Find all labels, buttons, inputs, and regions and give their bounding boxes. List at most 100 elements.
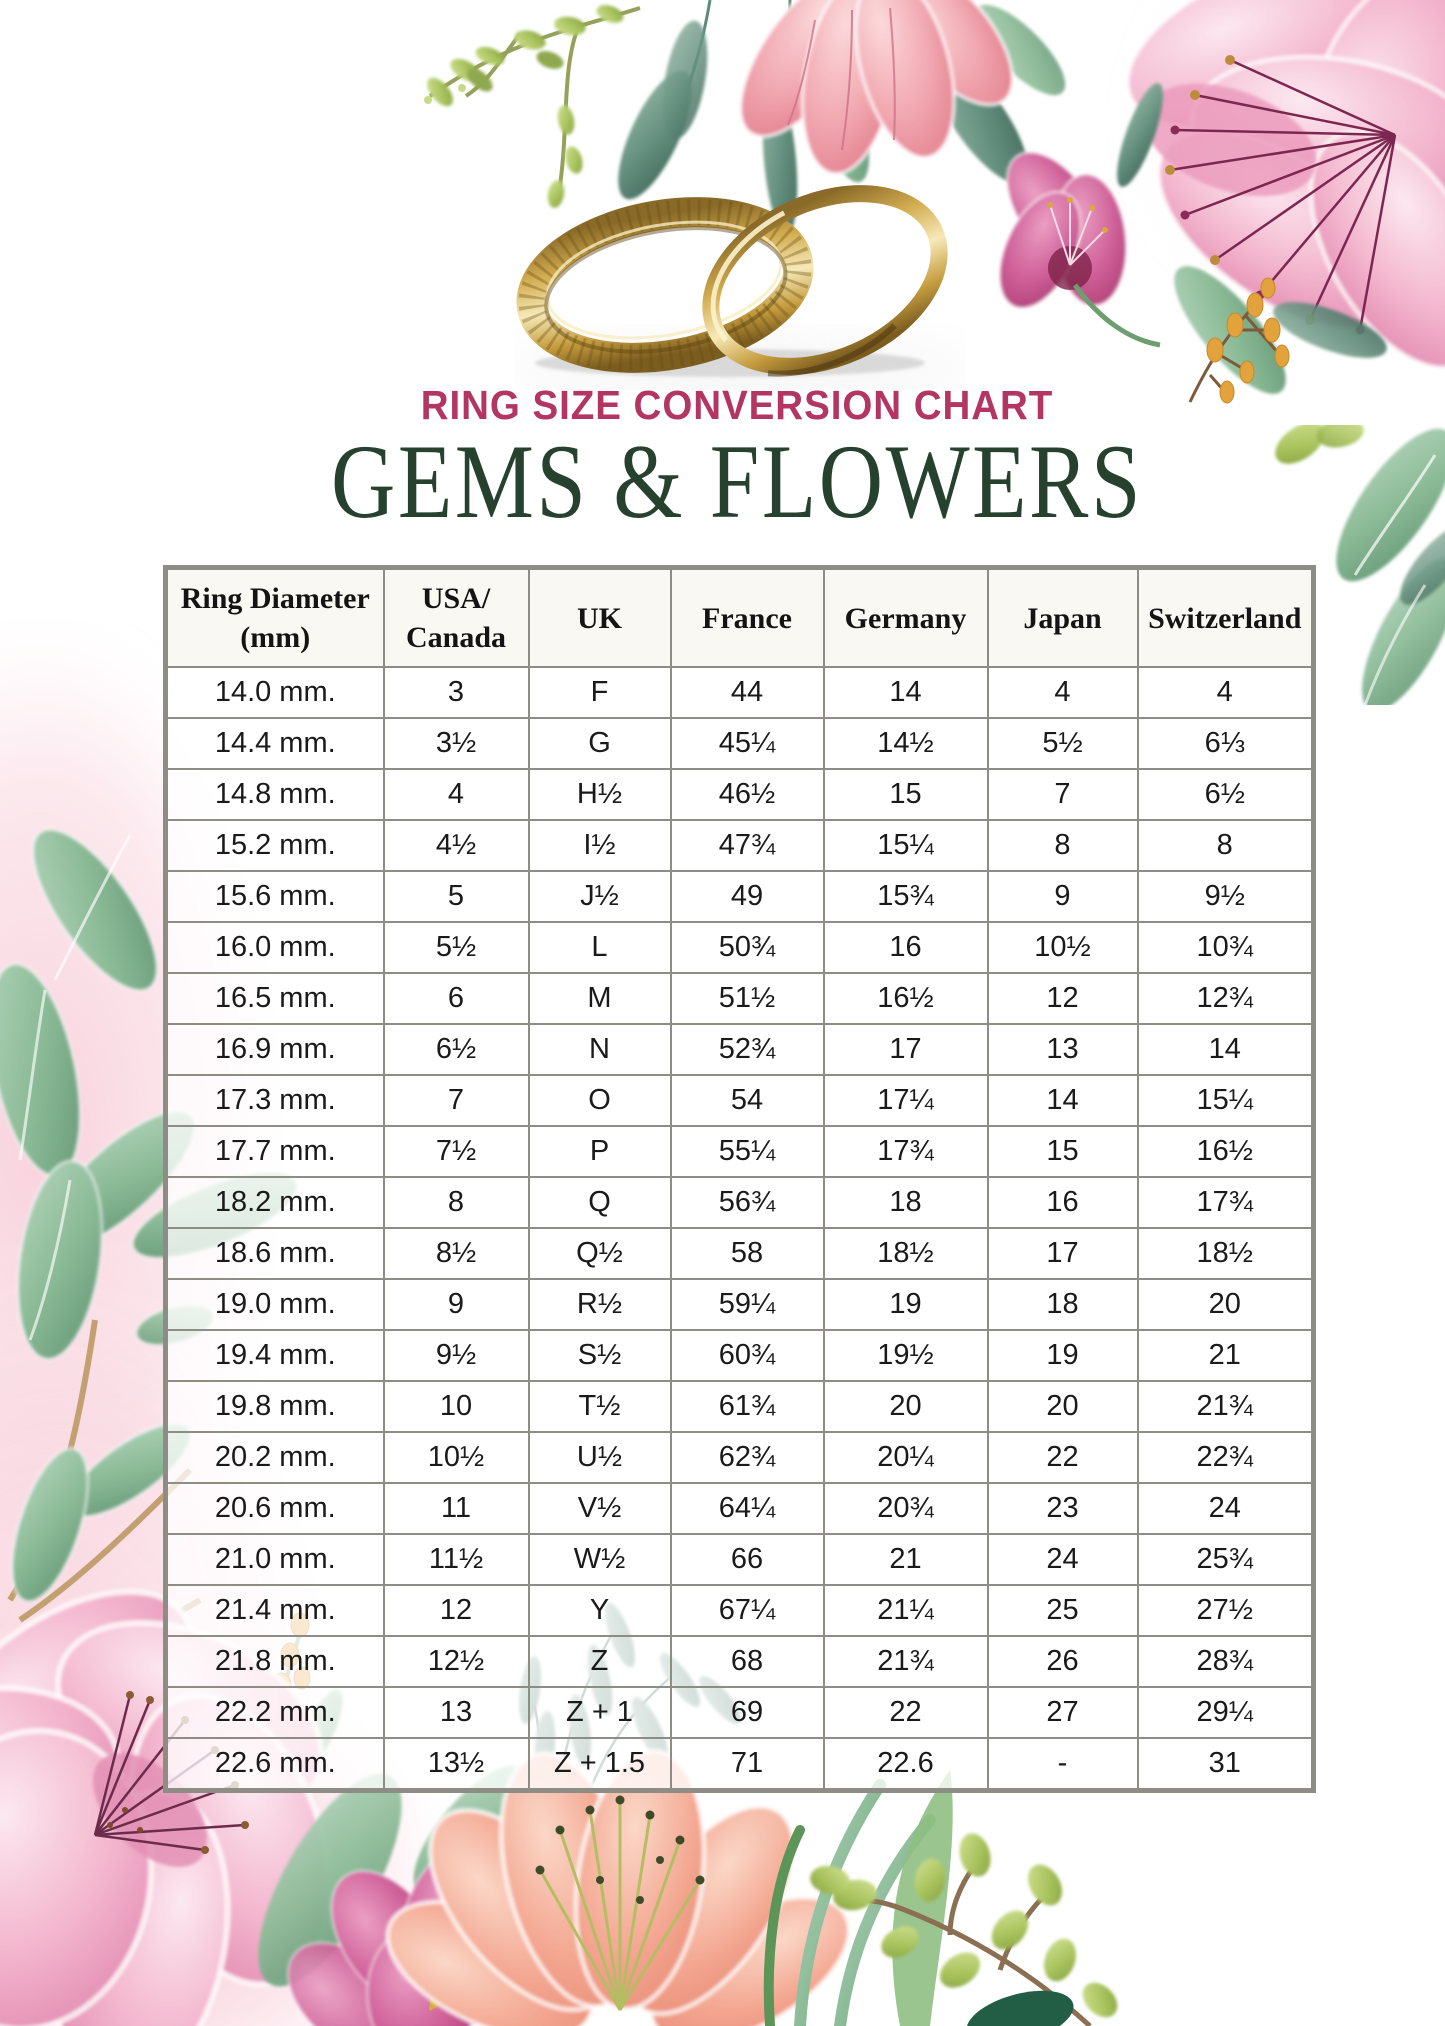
table-cell: 20.2 mm. — [164, 1431, 385, 1484]
table-cell: R½ — [527, 1278, 672, 1331]
table-cell: 16.0 mm. — [164, 921, 385, 974]
table-cell: 22 — [986, 1431, 1139, 1484]
table-cell: 3½ — [382, 717, 530, 770]
table-cell: 7 — [986, 768, 1139, 821]
table-cell: 9½ — [1136, 870, 1315, 923]
table-row: 16.5 mm. 6 M 51½ 16½ 12 12¾ — [164, 972, 1315, 1025]
table-cell: 17 — [986, 1227, 1139, 1280]
table-cell: 51½ — [669, 972, 825, 1025]
table-cell: 12¾ — [1136, 972, 1315, 1025]
table-cell: 20 — [986, 1380, 1139, 1433]
table-cell: 23 — [986, 1482, 1139, 1535]
table-cell: 68 — [669, 1635, 825, 1688]
table-cell: 14.0 mm. — [164, 666, 385, 719]
table-cell: 19 — [986, 1329, 1139, 1382]
table-cell: 5 — [382, 870, 530, 923]
table-cell: 24 — [986, 1533, 1139, 1586]
table-cell: Z — [527, 1635, 672, 1688]
table-row: 17.3 mm. 7 O 54 17¼ 14 15¼ — [164, 1074, 1315, 1127]
table-cell: 61¾ — [669, 1380, 825, 1433]
table-cell: 11½ — [382, 1533, 530, 1586]
table-cell: 21 — [1136, 1329, 1315, 1382]
table-cell: 54 — [669, 1074, 825, 1127]
table-cell: 21.8 mm. — [164, 1635, 385, 1688]
table-row: 21.8 mm. 12½ Z 68 21¾ 26 28¾ — [164, 1635, 1315, 1688]
table-row: 16.0 mm. 5½ L 50¾ 16 10½ 10¾ — [164, 921, 1315, 974]
page-title: GEMS & FLOWERS — [331, 423, 1143, 540]
floral-decoration-top-right — [998, 0, 1445, 404]
column-header-ring-diameter: Ring Diameter (mm) — [164, 566, 385, 668]
table-cell: L — [527, 921, 672, 974]
table-cell: 21¾ — [822, 1635, 989, 1688]
column-header-switzerland: Switzerland — [1136, 566, 1315, 668]
table-cell: 17 — [822, 1023, 989, 1076]
column-header-germany: Germany — [822, 566, 989, 668]
column-header-usa-canada: USA/Canada — [382, 566, 530, 668]
table-cell: V½ — [527, 1482, 672, 1535]
table-cell: O — [527, 1074, 672, 1127]
table-cell: 64¼ — [669, 1482, 825, 1535]
table-cell: 20¼ — [822, 1431, 989, 1484]
table-cell: 55¼ — [669, 1125, 825, 1178]
table-header-row: Ring Diameter (mm) USA/Canada UK France Germa… — [164, 566, 1315, 668]
column-header-france: France — [669, 566, 825, 668]
table-cell: 15¼ — [822, 819, 989, 872]
table-cell: 7½ — [382, 1125, 530, 1178]
table-cell: 25 — [986, 1584, 1139, 1637]
table-body: 14.0 mm. 3 F 44 14 4 4 14.4 mm. 3½ G 45¼ 14½ 5½ 6⅓ 14.… — [164, 666, 1315, 1792]
table-cell: 4½ — [382, 819, 530, 872]
table-row: 22.2 mm. 13 Z + 1 69 22 27 29¼ — [164, 1686, 1315, 1739]
table-cell: 14 — [1136, 1023, 1315, 1076]
table-row: 16.9 mm. 6½ N 52¾ 17 13 14 — [164, 1023, 1315, 1076]
column-header-uk: UK — [527, 566, 672, 668]
table-cell: N — [527, 1023, 672, 1076]
table-cell: P — [527, 1125, 672, 1178]
table-cell: 22 — [822, 1686, 989, 1739]
table-cell: 17¾ — [822, 1125, 989, 1178]
table-cell: 58 — [669, 1227, 825, 1280]
table-cell: Y — [527, 1584, 672, 1637]
table-row: 19.8 mm. 10 T½ 61¾ 20 20 21¾ — [164, 1380, 1315, 1433]
table-cell: 50¾ — [669, 921, 825, 974]
table-cell: 19.0 mm. — [164, 1278, 385, 1331]
table-cell: 12 — [382, 1584, 530, 1637]
table-cell: 62¾ — [669, 1431, 825, 1484]
table-cell: 15 — [986, 1125, 1139, 1178]
table-cell: 14 — [822, 666, 989, 719]
table-cell: 14 — [986, 1074, 1139, 1127]
table-cell: 22.6 — [822, 1737, 989, 1792]
table-cell: 20 — [822, 1380, 989, 1433]
table-cell: 4 — [986, 666, 1139, 719]
table-cell: 71 — [669, 1737, 825, 1792]
table-cell: 19.4 mm. — [164, 1329, 385, 1382]
table-cell: 24 — [1136, 1482, 1315, 1535]
table-cell: 16.5 mm. — [164, 972, 385, 1025]
table-cell: 15¾ — [822, 870, 989, 923]
table-cell: 21.0 mm. — [164, 1533, 385, 1586]
table-cell: H½ — [527, 768, 672, 821]
table-cell: 25¾ — [1136, 1533, 1315, 1586]
table-row: 18.2 mm. 8 Q 56¾ 18 16 17¾ — [164, 1176, 1315, 1229]
table-cell: 45¼ — [669, 717, 825, 770]
table-cell: 28¾ — [1136, 1635, 1315, 1688]
table-cell: 6⅓ — [1136, 717, 1315, 770]
table-row: 21.4 mm. 12 Y 67¼ 21¼ 25 27½ — [164, 1584, 1315, 1637]
table-cell: 59¼ — [669, 1278, 825, 1331]
table-cell: 12½ — [382, 1635, 530, 1688]
ring-size-conversion-table: Ring Diameter (mm) USA/Canada UK France Germa… — [163, 565, 1316, 1793]
table-cell: 9 — [986, 870, 1139, 923]
table-cell: 21¾ — [1136, 1380, 1315, 1433]
table-cell: 52¾ — [669, 1023, 825, 1076]
table-cell: U½ — [527, 1431, 672, 1484]
table-cell: 44 — [669, 666, 825, 719]
table-row: 19.4 mm. 9½ S½ 60¾ 19½ 19 21 — [164, 1329, 1315, 1382]
table-cell: 9½ — [382, 1329, 530, 1382]
table-cell: 18½ — [1136, 1227, 1315, 1280]
table-cell: 14.4 mm. — [164, 717, 385, 770]
table-cell: 4 — [382, 768, 530, 821]
table-cell: 16½ — [822, 972, 989, 1025]
table-cell: 13½ — [382, 1737, 530, 1792]
table-cell: 17.3 mm. — [164, 1074, 385, 1127]
table-cell: 7 — [382, 1074, 530, 1127]
